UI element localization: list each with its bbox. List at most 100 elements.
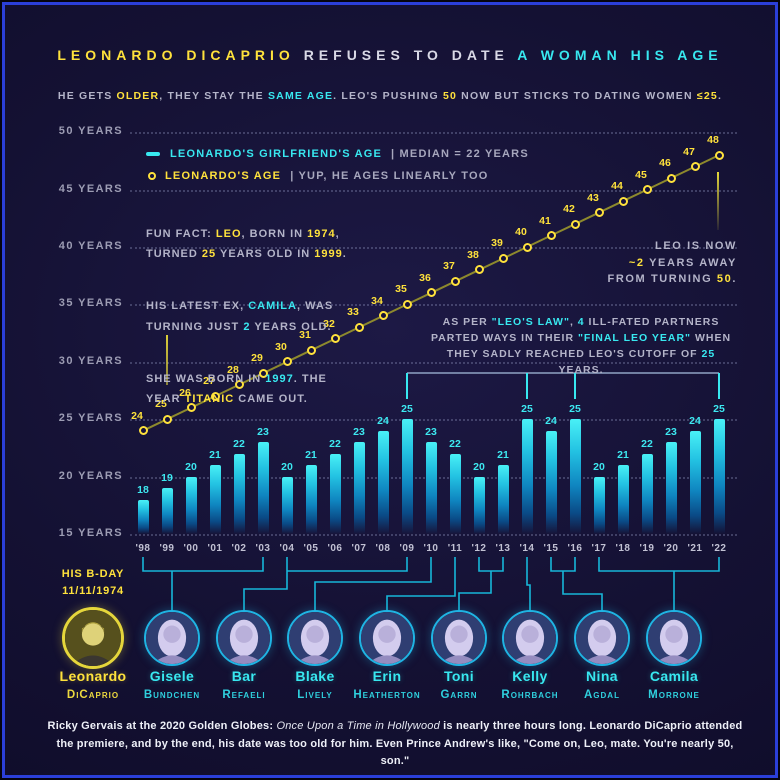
- legend-leo-row: LEONARDO'S AGE | YUP, HE AGES LINEARLY T…: [146, 165, 529, 187]
- bar-value-label: 22: [329, 437, 341, 450]
- x-axis-tick-label: '19: [639, 543, 655, 554]
- bar-value-label: 25: [713, 403, 725, 416]
- person-last-name: Rohrbach: [501, 689, 559, 701]
- photo-kelly: [501, 610, 558, 666]
- leo-age-marker: [690, 162, 700, 172]
- leo-age-marker: [618, 196, 628, 206]
- x-axis-tick-label: '04: [279, 543, 295, 554]
- marker-value-label: 42: [563, 203, 575, 216]
- x-axis-tick-label: '05: [303, 543, 319, 554]
- girlfriend-age-bar: [377, 430, 389, 534]
- photo-erin: [358, 610, 415, 666]
- marker-value-label: 41: [539, 214, 551, 227]
- leo-age-marker: [402, 299, 412, 309]
- marker-value-label: 34: [371, 294, 383, 307]
- bar-value-label: 24: [377, 414, 389, 427]
- girlfriend-age-bar: [521, 419, 533, 534]
- legend-girlfriend-label: LEONARDO'S GIRLFRIEND'S AGE: [170, 148, 383, 160]
- portrait-image: [432, 612, 485, 664]
- bar-value-label: 21: [497, 449, 509, 462]
- x-axis-tick-label: '02: [231, 543, 247, 554]
- bar-value-label: 21: [617, 449, 629, 462]
- bar-value-label: 25: [521, 403, 533, 416]
- x-axis-tick-label: '18: [615, 543, 631, 554]
- bar-value-label: 20: [473, 460, 485, 473]
- page-title: LEONARDO DICAPRIO REFUSES TO DATE A WOMA…: [57, 47, 723, 63]
- connector-kelly: [526, 557, 531, 612]
- y-axis-tick-label: 40 YEARS: [58, 240, 123, 252]
- x-axis-tick-label: '15: [543, 543, 559, 554]
- girlfriend-age-bar: [569, 419, 581, 534]
- girlfriend-age-bar: [473, 476, 485, 534]
- girlfriend-age-bar: [545, 430, 557, 534]
- bar-value-label: 25: [569, 403, 581, 416]
- portrait-image: [145, 612, 198, 664]
- bar-value-label: 23: [425, 426, 437, 439]
- connector-bar: [243, 557, 408, 612]
- girlfriend-age-bar: [185, 476, 197, 534]
- x-axis-tick-label: '11: [447, 543, 463, 554]
- photo-camila: [645, 610, 702, 666]
- bar-value-label: 20: [185, 460, 197, 473]
- person-last-name: DiCaprio: [66, 689, 120, 701]
- portrait-image: [217, 612, 270, 664]
- legend-girlfriend-note: | MEDIAN = 22 YEARS: [391, 148, 529, 160]
- portrait-image: [575, 612, 628, 664]
- girlfriend-age-bar: [641, 453, 653, 534]
- x-axis-tick-label: '14: [519, 543, 535, 554]
- leo-age-marker: [450, 276, 460, 286]
- girlfriend-age-bar: [449, 453, 461, 534]
- fun-fact-paragraph-3: SHE WAS BORN IN 1997. THE YEAR TITANIC C…: [146, 372, 327, 406]
- marker-value-label: 40: [515, 226, 527, 238]
- person-last-name: Lively: [297, 689, 333, 701]
- bar-value-label: 21: [305, 449, 317, 462]
- bar-value-label: 24: [545, 414, 557, 427]
- bar-value-label: 22: [233, 437, 245, 450]
- leo-age-marker: [714, 150, 724, 160]
- x-axis-tick-label: '98: [135, 543, 151, 554]
- marker-value-label: 38: [467, 248, 479, 261]
- bar-value-label: 23: [257, 426, 269, 439]
- bar-value-label: 23: [353, 426, 365, 439]
- girlfriend-age-bar: [593, 476, 605, 534]
- y-axis-tick-label: 30 YEARS: [58, 354, 123, 367]
- portrait-image: [288, 612, 341, 664]
- girlfriend-series-icon: [146, 152, 160, 156]
- connector-erin: [386, 557, 456, 612]
- bar-value-label: 22: [449, 437, 461, 450]
- girlfriend-age-bar: [425, 442, 437, 534]
- legend-leo-label: LEONARDO'S AGE: [165, 170, 282, 182]
- y-axis-tick-label: 20 YEARS: [58, 469, 123, 482]
- chart-legend: LEONARDO'S GIRLFRIEND'S AGE | MEDIAN = 2…: [146, 143, 529, 187]
- connector-gisele: [142, 557, 264, 612]
- girlfriend-age-bar: [353, 442, 365, 534]
- girlfriend-age-bar: [257, 442, 269, 534]
- bar-value-label: 20: [593, 460, 605, 473]
- gridline-15: [130, 534, 737, 536]
- leo-age-marker: [642, 185, 652, 195]
- marker-value-label: 37: [443, 260, 455, 273]
- y-axis-tick-label: 45 YEARS: [58, 182, 123, 195]
- leo-age-marker: [570, 219, 580, 229]
- girlfriend-age-bar: [665, 442, 677, 534]
- marker-value-label: 43: [587, 191, 599, 204]
- marker-value-label: 24: [131, 409, 143, 422]
- leo-age-marker: [666, 173, 676, 183]
- girlfriend-age-bar: [281, 476, 293, 534]
- leo-age-marker: [522, 242, 532, 252]
- x-axis-tick-label: '08: [375, 543, 391, 554]
- person-first-name: Toni: [443, 668, 475, 684]
- connector-nina: [550, 557, 603, 612]
- girlfriend-age-bar: [617, 465, 629, 534]
- person-last-name: Heatherton: [353, 689, 421, 701]
- leo-now-pointer-line: [717, 172, 719, 230]
- photo-gisele: [143, 610, 200, 666]
- x-axis-tick-label: '16: [567, 543, 583, 554]
- portrait-image: [65, 610, 121, 666]
- leos-law-annotation: AS PER "LEO'S LAW", 4 ILL-FATED PARTNERS…: [430, 316, 732, 376]
- girlfriend-age-bar: [305, 465, 317, 534]
- photo-leonardo: [62, 607, 124, 669]
- person-last-name: Agdal: [584, 689, 620, 701]
- x-axis-tick-label: '03: [255, 543, 271, 554]
- bar-value-label: 20: [281, 460, 293, 473]
